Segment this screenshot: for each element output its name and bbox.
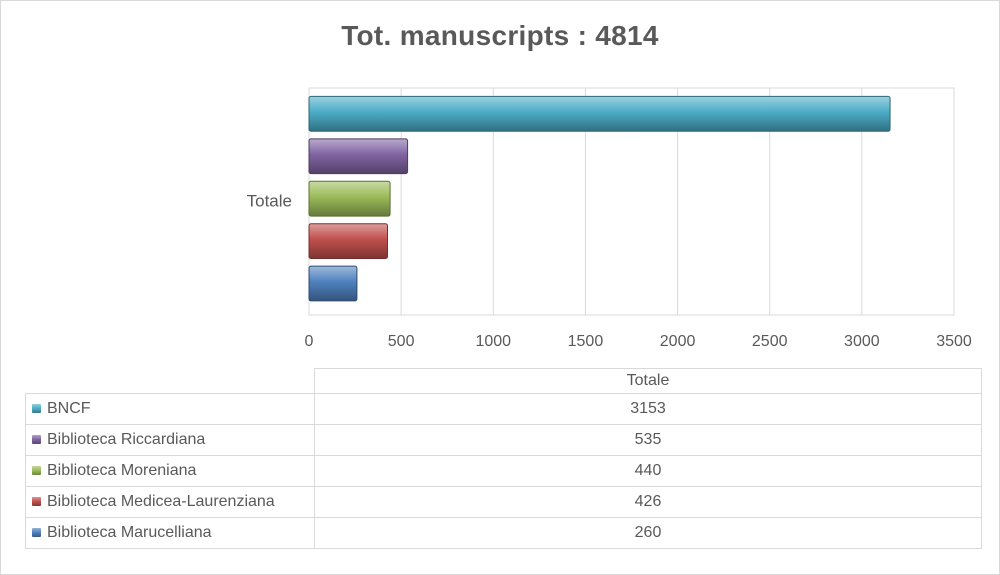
table-header-totale: Totale [314,368,982,394]
legend-key-icon [32,497,41,506]
data-value: 440 [314,455,982,487]
x-tick-label: 0 [305,333,314,350]
bar-bncf [308,95,891,132]
table-row: BNCF 3153 [25,393,982,425]
legend-entry: Biblioteca Riccardiana [25,424,315,456]
table-row: Biblioteca Moreniana 440 [25,455,982,487]
data-value: 260 [314,517,982,549]
x-tick-label: 1000 [475,333,511,350]
series-name: Biblioteca Medicea-Laurenziana [47,493,275,510]
category-label: Totale [247,192,292,211]
legend-entry: BNCF [25,393,315,425]
x-tick-label: 1500 [568,333,604,350]
data-table: Totale BNCF 3153 Biblioteca Riccardiana 535… [25,368,982,549]
bar-biblioteca-riccardiana [308,138,409,175]
data-value: 426 [314,486,982,518]
bar-biblioteca-moreniana [308,180,391,217]
series-name: BNCF [47,400,91,417]
x-tick-label: 2000 [660,333,696,350]
x-tick-label: 3500 [936,333,972,350]
legend-key-icon [32,404,41,413]
bar-biblioteca-medicea-laurenziana [308,223,389,260]
table-header-row: Totale [25,368,982,394]
legend-entry: Biblioteca Marucelliana [25,517,315,549]
table-row: Biblioteca Marucelliana 260 [25,517,982,549]
bar-biblioteca-marucelliana [308,265,358,302]
legend-key-icon [32,466,41,475]
series-name: Biblioteca Marucelliana [47,524,212,541]
legend-key-icon [32,528,41,537]
chart-title: Tot. manuscripts : 4814 [341,20,659,51]
x-tick-label: 3000 [844,333,880,350]
series-name: Biblioteca Moreniana [47,462,197,479]
legend-key-icon [32,435,41,444]
data-value: 3153 [314,393,982,425]
table-header-empty [25,368,315,394]
data-value: 535 [314,424,982,456]
legend-entry: Biblioteca Moreniana [25,455,315,487]
table-row: Biblioteca Medicea-Laurenziana 426 [25,486,982,518]
x-tick-label: 500 [388,333,415,350]
series-name: Biblioteca Riccardiana [47,431,206,448]
legend-entry: Biblioteca Medicea-Laurenziana [25,486,315,518]
table-row: Biblioteca Riccardiana 535 [25,424,982,456]
x-tick-label: 2500 [752,333,788,350]
